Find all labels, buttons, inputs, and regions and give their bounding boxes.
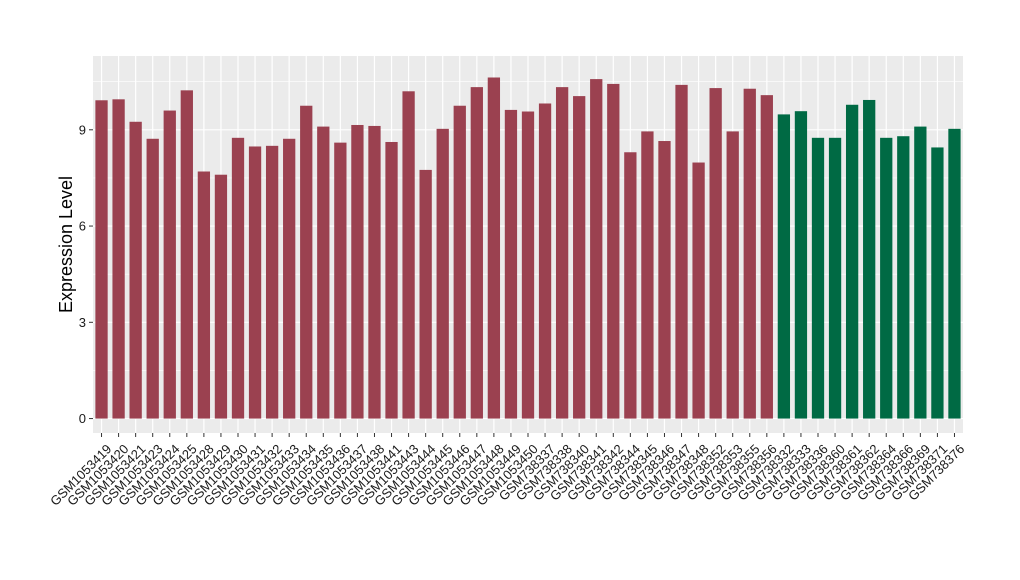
bar — [897, 136, 910, 419]
bar — [607, 83, 620, 419]
bar — [351, 124, 364, 419]
bar — [760, 95, 773, 419]
bar — [470, 87, 483, 419]
bar — [504, 109, 518, 419]
bar — [180, 90, 193, 419]
bar — [231, 137, 245, 419]
y-tick-label: 3 — [79, 315, 86, 330]
bar — [624, 152, 637, 419]
bar — [726, 131, 739, 419]
bar — [811, 137, 825, 419]
y-tick-label: 9 — [79, 122, 86, 137]
bar — [863, 99, 876, 419]
bar — [521, 111, 535, 419]
bar — [248, 146, 262, 419]
bar — [845, 104, 859, 419]
bar — [334, 142, 347, 419]
bar — [914, 126, 927, 419]
bar — [880, 137, 893, 419]
bar — [453, 105, 466, 419]
bar — [828, 137, 842, 419]
y-tick-label: 6 — [79, 219, 86, 234]
bar — [112, 99, 125, 419]
x-axis: GSM1053419GSM1053420GSM1053421GSM1053423… — [47, 433, 967, 509]
bar — [265, 145, 279, 419]
bar — [129, 121, 142, 419]
y-tick-label: 0 — [79, 411, 86, 426]
bar — [675, 84, 688, 419]
bar — [163, 110, 176, 419]
bar — [777, 114, 791, 419]
bar — [385, 141, 398, 419]
bar — [487, 77, 501, 419]
bar — [300, 105, 313, 419]
bar — [146, 138, 159, 419]
bar — [214, 174, 228, 419]
bar — [590, 79, 603, 419]
bar — [658, 141, 671, 419]
bar — [573, 96, 586, 419]
bar — [419, 169, 432, 419]
y-axis: 0 3 6 9 — [79, 122, 93, 426]
bar — [283, 138, 296, 419]
bar — [538, 103, 552, 419]
bar — [692, 162, 705, 419]
bar — [794, 111, 808, 419]
bar — [368, 125, 381, 419]
bar — [555, 87, 569, 419]
bar — [402, 91, 415, 419]
bar — [743, 88, 756, 419]
bar — [197, 171, 211, 419]
bars-group — [95, 77, 961, 419]
bar — [641, 131, 654, 419]
bar — [317, 126, 330, 419]
bar — [95, 100, 108, 419]
y-axis-label: Expression Level — [56, 176, 76, 313]
bar — [931, 147, 944, 419]
bar — [948, 128, 961, 419]
bar — [709, 88, 722, 419]
bar — [436, 128, 449, 419]
